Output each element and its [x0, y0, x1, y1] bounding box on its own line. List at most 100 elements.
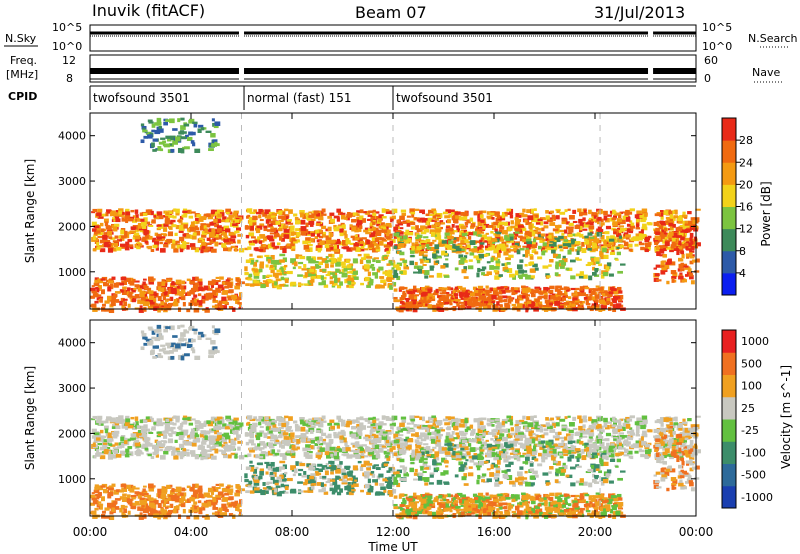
power-cell — [148, 276, 154, 282]
power-cell — [211, 228, 217, 233]
velocity-cell — [545, 445, 551, 449]
power-cell — [617, 221, 623, 225]
velocity-cell — [381, 446, 388, 449]
velocity-cell — [159, 448, 163, 452]
power-cell — [173, 208, 177, 212]
velocity-cell — [150, 455, 155, 460]
power-cell — [688, 225, 695, 230]
power-cell — [349, 212, 356, 217]
power-cell — [171, 289, 177, 295]
power-cell — [218, 234, 222, 240]
power-cell — [125, 277, 132, 283]
power-cell — [504, 211, 508, 217]
power-cell — [213, 234, 220, 238]
power-cell — [224, 285, 230, 289]
power-cell — [303, 264, 307, 268]
power-cell — [162, 291, 168, 296]
velocity-cell — [179, 422, 184, 427]
power-cell — [318, 261, 324, 265]
velocity-cell — [317, 454, 322, 460]
power-cell — [193, 123, 198, 128]
power-cell — [510, 220, 514, 225]
power-cell — [222, 290, 228, 295]
velocity-cell — [669, 421, 673, 426]
power-cell — [686, 255, 690, 259]
power-cell — [604, 231, 610, 235]
velocity-cell — [616, 425, 623, 430]
power-cell — [690, 280, 695, 285]
power-cell — [413, 271, 419, 274]
velocity-cell — [270, 427, 277, 433]
power-cell — [411, 247, 415, 251]
power-cell — [504, 222, 508, 226]
power-cell — [476, 231, 481, 237]
power-cell — [139, 292, 145, 298]
power-cell — [406, 238, 411, 243]
power-cell — [578, 211, 583, 217]
velocity-cell — [294, 424, 299, 428]
power-cell — [258, 248, 264, 252]
velocity-cell — [354, 435, 359, 440]
power-cell — [93, 231, 98, 235]
power-cell — [472, 299, 478, 304]
power-cell — [519, 259, 524, 263]
power-cell — [463, 213, 469, 217]
power-cell — [259, 234, 266, 238]
power-cell — [190, 224, 195, 229]
power-cell — [443, 263, 449, 268]
power-cell — [201, 234, 207, 238]
power-cell — [333, 215, 340, 219]
power-cell — [157, 215, 164, 220]
velocity-cell — [582, 419, 588, 423]
power-cell — [389, 240, 394, 245]
power-cell — [142, 127, 146, 132]
power-cell — [460, 240, 465, 244]
power-cell — [548, 264, 552, 267]
power-cell — [616, 233, 620, 238]
power-cell — [235, 299, 240, 304]
cpid-modes: twofsound 3501 normal (fast) 151 twofsound… — [89, 86, 493, 110]
velocity-cell — [319, 429, 324, 434]
power-cell — [343, 246, 350, 250]
power-cell — [531, 249, 537, 254]
power-cell — [335, 261, 341, 267]
power-cell — [142, 129, 148, 133]
power-cell — [314, 215, 321, 219]
power-cell — [588, 241, 592, 246]
power-cell — [93, 282, 100, 287]
power-cell — [660, 215, 664, 220]
power-cell — [167, 211, 173, 215]
power-cell — [601, 239, 607, 242]
cpid-mode-label: twofsound 3501 — [93, 91, 190, 105]
velocity-cell — [135, 436, 139, 440]
power-cell — [127, 303, 131, 308]
power-cell — [529, 268, 535, 273]
power-cell — [271, 212, 278, 216]
power-cell — [412, 301, 417, 305]
power-cell — [439, 292, 444, 295]
power-cell — [96, 230, 101, 234]
power-cell — [256, 211, 262, 215]
power-cell — [204, 308, 210, 313]
velocity-cell — [640, 424, 646, 430]
power-cell — [597, 286, 604, 291]
power-cell — [567, 208, 571, 211]
velocity-cell — [642, 430, 647, 435]
power-cell — [555, 253, 561, 259]
power-cell — [481, 272, 486, 276]
velocity-cell — [639, 449, 645, 453]
power-cell — [357, 239, 363, 242]
power-cell — [327, 215, 333, 219]
power-cell — [225, 228, 231, 233]
velocity-cell — [289, 437, 295, 440]
velocity-cell — [430, 448, 435, 452]
power-cell — [321, 258, 328, 263]
power-cell — [400, 209, 407, 213]
power-cell — [233, 210, 239, 214]
velocity-cell — [103, 444, 108, 450]
velocity-cell — [585, 429, 591, 432]
power-cell — [568, 215, 575, 220]
power-cell — [121, 217, 128, 222]
velocity-cell — [613, 422, 618, 426]
power-cell — [346, 247, 353, 252]
